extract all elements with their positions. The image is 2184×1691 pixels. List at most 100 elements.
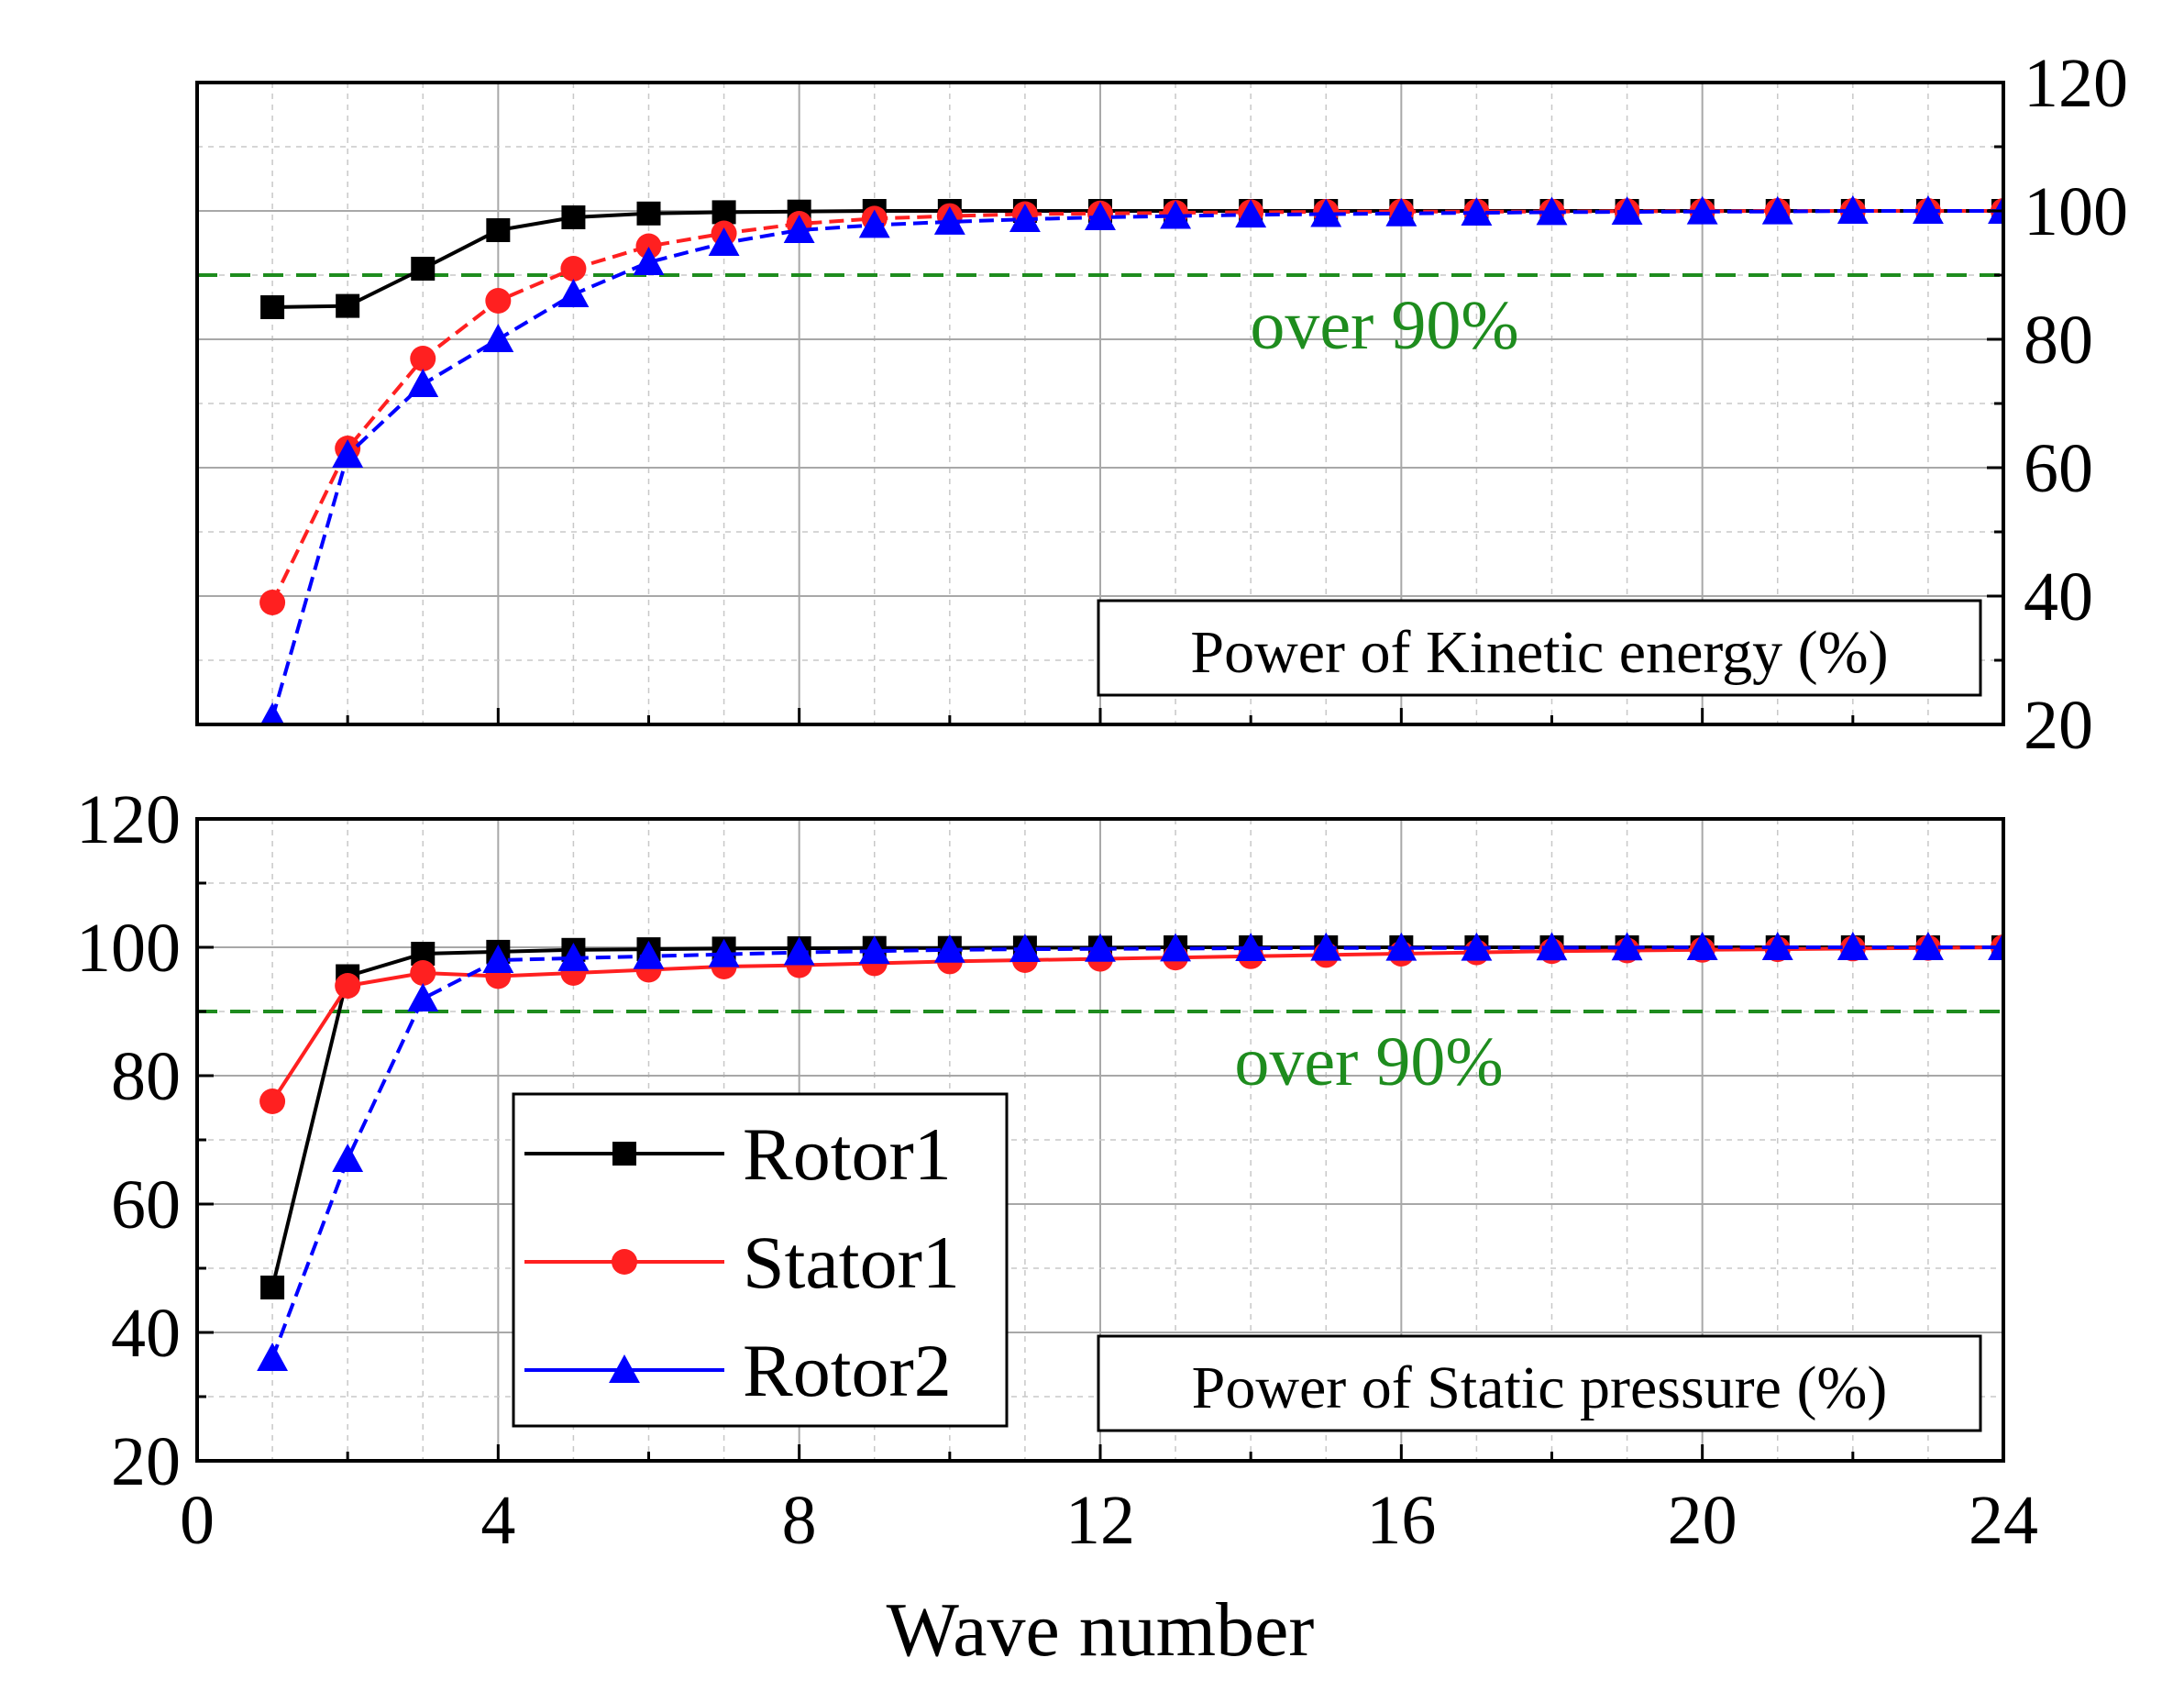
data-point [633, 940, 665, 969]
series-line [270, 945, 2003, 1359]
data-point [1160, 933, 1192, 962]
data-point [560, 256, 587, 282]
data-point [1310, 198, 1342, 227]
y-tick-label: 120 [2024, 45, 2128, 122]
data-point [1611, 196, 1643, 225]
data-point [332, 439, 364, 468]
legend: Rotor1 Stator1 Rotor2 [512, 1092, 1009, 1428]
x-tick-label: 20 [1668, 1482, 1737, 1559]
data-point [858, 935, 890, 965]
data-point [1536, 932, 1568, 961]
x-tick-label: 8 [782, 1482, 817, 1559]
data-point [636, 201, 661, 226]
x-tick-label: 16 [1366, 1482, 1436, 1559]
y-tick-label: 40 [111, 1295, 181, 1372]
data-point [783, 215, 815, 243]
y-tick-label: 80 [2024, 302, 2093, 379]
x-tick-label: 24 [1969, 1482, 2038, 1559]
y-axis-tick-labels: 20 40 60 80 100 120 [76, 781, 181, 1500]
data-point [335, 973, 361, 999]
y-tick-label: 40 [2024, 558, 2093, 636]
series-rotor2 [259, 195, 2003, 724]
panel-label: Power of Kinetic energy (%) [1190, 619, 1888, 686]
series-line [270, 945, 2003, 1103]
panel-label-box: Power of Kinetic energy (%) [1097, 599, 1982, 697]
axis-ticks [195, 817, 2005, 1463]
y-tick-label: 100 [2024, 173, 2128, 250]
data-point [1912, 195, 1944, 224]
data-point [1837, 195, 1869, 224]
legend-item: Stator1 [524, 1221, 960, 1304]
data-point [1385, 932, 1417, 961]
data-point [1611, 932, 1643, 961]
data-point [1837, 932, 1869, 960]
kinetic-energy-panel: 20 40 60 80 100 120 over 90% Power of Kinetic… [195, 45, 2128, 764]
data-point [783, 936, 815, 966]
y-tick-label: 120 [76, 781, 181, 858]
data-point [411, 257, 436, 281]
data-point [1235, 199, 1267, 228]
data-point [933, 934, 965, 963]
data-point [482, 324, 514, 352]
data-point [1536, 196, 1568, 226]
series-line [272, 209, 2003, 309]
data-point [1085, 202, 1116, 230]
legend-label: Rotor2 [743, 1329, 952, 1412]
data-point [332, 1144, 364, 1172]
series-rotor2 [257, 932, 2003, 1371]
data-point [260, 1276, 285, 1299]
axis-ticks [195, 81, 2005, 726]
data-point [259, 1089, 286, 1114]
data-point [708, 938, 740, 967]
data-point [1686, 195, 1718, 225]
legend-marker [609, 1354, 640, 1383]
data-point [1310, 932, 1342, 961]
data-point [1761, 195, 1793, 225]
data-point [407, 983, 439, 1011]
legend-marker [612, 1142, 636, 1166]
legend-item: Rotor2 [524, 1329, 952, 1412]
data-point [635, 233, 662, 260]
legend-label: Stator1 [743, 1221, 960, 1304]
y-tick-label: 80 [111, 1038, 181, 1115]
data-point [561, 205, 586, 229]
series-group [257, 932, 2003, 1371]
x-tick-label: 0 [180, 1482, 215, 1559]
x-tick-label: 12 [1065, 1482, 1135, 1559]
panel-label: Power of Static pressure (%) [1192, 1354, 1888, 1421]
data-point [557, 279, 590, 307]
y-tick-label: 60 [111, 1166, 181, 1243]
x-axis-title: Wave number [887, 1587, 1315, 1673]
data-point [1009, 934, 1041, 963]
series-stator1 [259, 198, 2003, 615]
data-point [482, 945, 514, 973]
data-point [708, 227, 740, 256]
threshold-label: over 90% [1234, 1023, 1503, 1100]
data-point [1385, 197, 1417, 227]
data-point [1160, 200, 1192, 229]
data-point [486, 218, 511, 242]
data-point [1461, 932, 1493, 961]
legend-marker [612, 1249, 637, 1275]
data-point [1461, 197, 1493, 227]
data-point [259, 590, 286, 615]
data-point [1988, 932, 2003, 960]
data-point [1085, 933, 1116, 962]
y-tick-label: 20 [111, 1423, 181, 1500]
y-axis-tick-labels: 20 40 60 80 100 120 [2024, 45, 2128, 764]
data-point [410, 346, 436, 371]
series-line [270, 209, 2003, 603]
data-point [633, 247, 665, 275]
series-stator1 [259, 934, 2003, 1114]
data-point [257, 1343, 289, 1371]
static-pressure-panel: 20 40 60 80 100 120 0 4 8 12 16 20 24 over 90% Powe… [76, 781, 2038, 1673]
x-axis-tick-labels: 0 4 8 12 16 20 24 [180, 1482, 2038, 1559]
data-point [858, 209, 890, 238]
series-group [259, 195, 2003, 724]
y-tick-label: 100 [76, 910, 181, 987]
data-point [933, 205, 965, 235]
data-point [260, 295, 285, 319]
data-point [336, 293, 360, 318]
data-point [407, 369, 439, 397]
panel-label-box: Power of Static pressure (%) [1097, 1334, 1982, 1432]
